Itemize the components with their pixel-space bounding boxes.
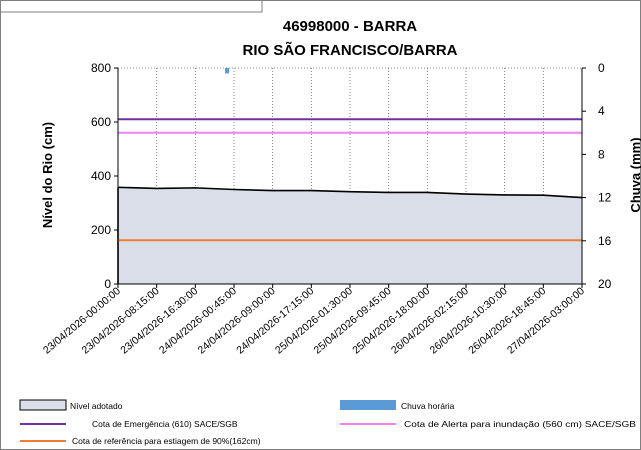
left-tick-label: 400	[91, 169, 111, 183]
left-tick-label: 600	[91, 115, 111, 129]
level-area-fill	[118, 187, 582, 284]
legend: Nível adotado Chuva horária Cota de Emer…	[19, 399, 636, 446]
level-line	[117, 186, 583, 199]
reference-lines	[118, 118, 582, 242]
y-axis-left-title: Nível do Rio (cm)	[40, 122, 55, 228]
right-tick-label: 20	[598, 277, 612, 291]
left-tick-label: 200	[91, 223, 111, 237]
legend-label-drought: Cota de referência para estiagem de 90%(…	[72, 436, 261, 446]
legend-label-level: Nível adotado	[70, 401, 123, 411]
right-tick-label: 16	[598, 234, 612, 248]
left-tick-label: 0	[104, 277, 111, 291]
chart-title-line1: 46998000 - BARRA	[283, 18, 417, 35]
rain-bar	[225, 68, 229, 74]
legend-swatch-rain	[340, 400, 396, 410]
legend-label-emergency: Cota de Emergência (610) SACE/SGB	[92, 419, 238, 429]
legend-label-rain: Chuva horária	[401, 401, 455, 411]
chart-title-line2: RIO SÃO FRANCISCO/BARRA	[242, 41, 457, 59]
legend-swatch-level	[19, 399, 67, 411]
rain-bars	[225, 68, 229, 74]
right-tick-label: 12	[598, 191, 612, 205]
left-tick-label: 800	[91, 61, 111, 75]
right-tick-label: 0	[598, 61, 605, 75]
right-tick-label: 4	[598, 104, 605, 118]
legend-label-alert: Cota de Alerta para inundação (560 cm) S…	[404, 419, 636, 429]
level-area	[117, 186, 583, 284]
right-axis-ticks: 0 4 8 12 16 20	[582, 61, 612, 291]
right-tick-label: 8	[598, 147, 605, 161]
y-axis-right-title: Chuva (mm)	[628, 137, 641, 212]
window-edge	[0, 0, 263, 13]
left-axis-ticks: 0 200 400 600 800	[91, 61, 118, 291]
